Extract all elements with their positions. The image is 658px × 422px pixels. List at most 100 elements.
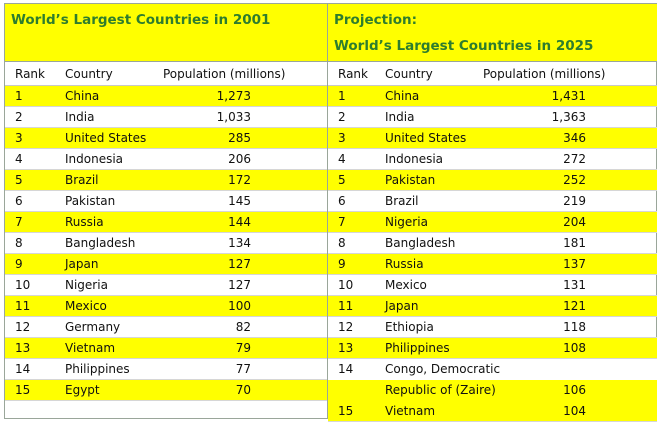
column-header-rank: Rank xyxy=(338,67,368,81)
country-cell: Bangladesh xyxy=(65,236,136,250)
rank-cell: 5 xyxy=(338,173,346,187)
table-2001-column-headers: Rank Country Population (millions) xyxy=(5,63,327,86)
table-row: 10 Nigeria 127 xyxy=(5,275,327,296)
table-row: 10 Mexico 131 xyxy=(328,275,657,296)
table-2025-title-line2: World’s Largest Countries in 2025 xyxy=(334,38,594,54)
country-cell-line2: Republic of (Zaire) xyxy=(385,383,496,397)
country-cell: Brazil xyxy=(385,194,419,208)
country-cell: Indonesia xyxy=(385,152,444,166)
population-cell: 70 xyxy=(235,383,251,397)
population-tables: World’s Largest Countries in 2001 Rank C… xyxy=(4,3,657,422)
population-cell: 285 xyxy=(228,131,251,145)
country-cell: Nigeria xyxy=(65,278,108,292)
rank-cell: 6 xyxy=(15,194,23,208)
table-row: 9 Japan 127 xyxy=(5,254,327,275)
table-2025: Projection: World’s Largest Countries in… xyxy=(327,4,657,422)
population-cell: 77 xyxy=(235,362,251,376)
rank-cell: 2 xyxy=(15,110,23,124)
country-cell: Vietnam xyxy=(65,341,116,355)
column-header-rank: Rank xyxy=(15,67,45,81)
table-2025-header: Projection: World’s Largest Countries in… xyxy=(328,4,657,62)
rank-cell: 5 xyxy=(15,173,23,187)
table-row: 13 Philippines 108 xyxy=(328,338,657,359)
table-row: 2 India 1,363 xyxy=(328,107,657,128)
rank-cell: 7 xyxy=(338,215,346,229)
column-header-country: Country xyxy=(65,67,113,81)
population-cell: 346 xyxy=(563,131,586,145)
population-cell: 82 xyxy=(235,320,251,334)
country-cell: Brazil xyxy=(65,173,99,187)
table-row: 6 Pakistan 145 xyxy=(5,191,327,212)
table-row: 11 Mexico 100 xyxy=(5,296,327,317)
table-2001-title: World’s Largest Countries in 2001 xyxy=(11,12,271,28)
column-header-population: Population (millions) xyxy=(163,67,286,81)
rank-cell: 1 xyxy=(338,89,346,103)
rank-cell: 11 xyxy=(15,299,31,313)
table-row: 3 United States 285 xyxy=(5,128,327,149)
table-row: 5 Brazil 172 xyxy=(5,170,327,191)
country-cell: Japan xyxy=(385,299,419,313)
table-row: 14 Congo, Democratic Republic of (Zaire) 10… xyxy=(328,359,657,401)
country-cell: China xyxy=(385,89,420,103)
country-cell: Germany xyxy=(65,320,121,334)
table-row: 1 China 1,273 xyxy=(5,86,327,107)
country-cell: Pakistan xyxy=(385,173,436,187)
table-row: 5 Pakistan 252 xyxy=(328,170,657,191)
table-row: 7 Nigeria 204 xyxy=(328,212,657,233)
table-row: 15 Vietnam 104 xyxy=(328,401,657,422)
population-cell: 272 xyxy=(563,152,586,166)
country-cell: Russia xyxy=(385,257,424,271)
rank-cell: 8 xyxy=(15,236,23,250)
population-cell: 100 xyxy=(228,299,251,313)
rank-cell: 10 xyxy=(15,278,31,292)
table-row: 4 Indonesia 206 xyxy=(5,149,327,170)
country-cell: Philippines xyxy=(65,362,130,376)
population-cell: 144 xyxy=(228,215,251,229)
table-row: 9 Russia 137 xyxy=(328,254,657,275)
table-row: 12 Ethiopia 118 xyxy=(328,317,657,338)
rank-cell: 7 xyxy=(15,215,23,229)
table-row: 8 Bangladesh 134 xyxy=(5,233,327,254)
population-cell: 1,363 xyxy=(551,110,586,124)
rank-cell: 4 xyxy=(15,152,23,166)
population-cell: 131 xyxy=(563,278,586,292)
table-2025-column-headers: Rank Country Population (millions) xyxy=(328,63,657,86)
rank-cell: 11 xyxy=(338,299,354,313)
rank-cell: 13 xyxy=(15,341,31,355)
rank-cell: 1 xyxy=(15,89,23,103)
table-row: 14 Philippines 77 xyxy=(5,359,327,380)
rank-cell: 3 xyxy=(338,131,346,145)
table-row: 12 Germany 82 xyxy=(5,317,327,338)
rank-cell: 14 xyxy=(15,362,31,376)
country-cell: Russia xyxy=(65,215,104,229)
rank-cell: 13 xyxy=(338,341,354,355)
population-cell: 106 xyxy=(563,383,586,397)
population-cell: 1,273 xyxy=(216,89,251,103)
rank-cell: 6 xyxy=(338,194,346,208)
table-row: 15 Egypt 70 xyxy=(5,380,327,401)
table-row: 7 Russia 144 xyxy=(5,212,327,233)
table-2001-body: 1 China 1,273 2 India 1,033 3 United States 285 4… xyxy=(5,86,327,401)
country-cell: United States xyxy=(65,131,147,145)
country-cell: China xyxy=(65,89,100,103)
rank-cell: 10 xyxy=(338,278,354,292)
population-cell: 172 xyxy=(228,173,251,187)
population-cell: 145 xyxy=(228,194,251,208)
population-cell: 181 xyxy=(563,236,586,250)
column-header-population: Population (millions) xyxy=(483,67,606,81)
table-row: 3 United States 346 xyxy=(328,128,657,149)
population-cell: 252 xyxy=(563,173,586,187)
rank-cell: 9 xyxy=(338,257,346,271)
population-cell: 219 xyxy=(563,194,586,208)
column-header-country: Country xyxy=(385,67,433,81)
country-cell: Bangladesh xyxy=(385,236,456,250)
rank-cell: 8 xyxy=(338,236,346,250)
country-cell: Mexico xyxy=(65,299,107,313)
population-cell: 127 xyxy=(228,257,251,271)
population-cell: 1,431 xyxy=(551,89,586,103)
rank-cell: 15 xyxy=(338,404,354,418)
table-2001: World’s Largest Countries in 2001 Rank C… xyxy=(5,4,327,418)
table-row: 8 Bangladesh 181 xyxy=(328,233,657,254)
table-row: 4 Indonesia 272 xyxy=(328,149,657,170)
rank-cell: 4 xyxy=(338,152,346,166)
